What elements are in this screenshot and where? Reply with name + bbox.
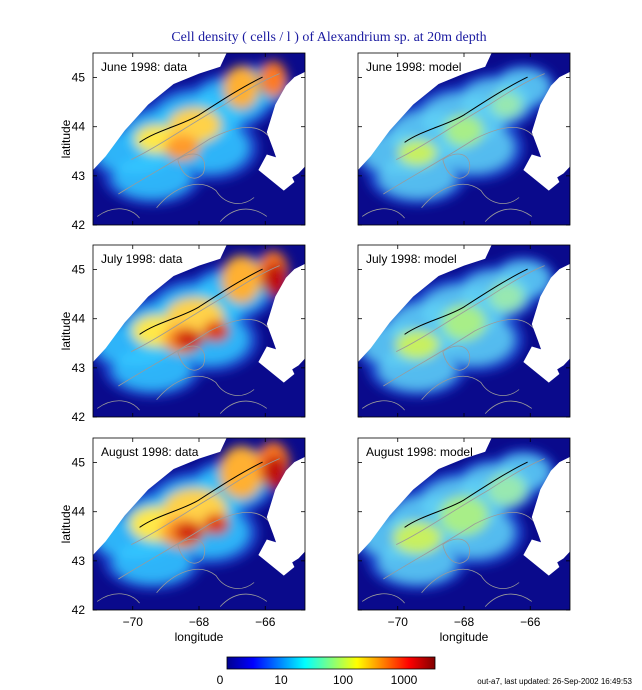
panel-data-2: August 1998: data 42 43 44 45 −70 −68 −66 latitu… xyxy=(59,437,306,644)
land-east xyxy=(226,438,305,564)
y-tick-label: 43 xyxy=(72,361,86,375)
x-tick-label: −66 xyxy=(520,615,541,629)
depth-contours xyxy=(361,265,545,414)
land-west xyxy=(358,53,492,170)
density-field xyxy=(358,63,557,206)
panel-map xyxy=(93,53,305,225)
x-tick-label: −68 xyxy=(189,615,210,629)
density-contour xyxy=(139,76,263,143)
land-west xyxy=(358,245,492,362)
land-island xyxy=(523,346,560,383)
land-island xyxy=(523,539,560,576)
y-tick-label: 45 xyxy=(72,456,86,470)
y-tick-label: 43 xyxy=(72,169,86,183)
land-east xyxy=(491,245,570,371)
colorbar-tick-label: 100 xyxy=(333,673,353,687)
x-tick-label: −70 xyxy=(388,615,409,629)
y-axis-label: latitude xyxy=(59,504,73,543)
density-field xyxy=(93,250,292,398)
density-contour xyxy=(404,76,528,143)
density-field xyxy=(93,60,292,206)
y-tick-label: 44 xyxy=(72,312,86,326)
panel-map xyxy=(93,438,305,610)
density-contour xyxy=(404,461,528,528)
depth-contours xyxy=(96,458,280,607)
y-axis-label: latitude xyxy=(59,119,73,158)
footer-note: out-a7, last updated: 26-Sep-2002 16:49:… xyxy=(477,677,632,686)
colorbar-gradient xyxy=(226,656,436,670)
land-east xyxy=(226,245,305,371)
panel-label: June 1998: model xyxy=(366,60,461,74)
density-contour xyxy=(139,461,263,528)
panel-model-0: June 1998: model xyxy=(357,52,571,226)
x-axis-label: longitude xyxy=(440,630,489,644)
panel-label: August 1998: model xyxy=(366,445,473,459)
panel-model-2: August 1998: model −70 −68 −66 longitude xyxy=(357,437,571,644)
colorbar-tick-label: 1000 xyxy=(391,673,418,687)
panel-model-1: July 1998: model xyxy=(357,244,571,418)
land-island xyxy=(258,539,295,576)
density-field xyxy=(358,448,557,591)
colorbar-tick-label: 10 xyxy=(274,673,288,687)
panel-data-1: July 1998: data 42 43 44 45 latitude xyxy=(59,244,306,424)
density-contour xyxy=(139,268,263,335)
x-tick-label: −68 xyxy=(454,615,475,629)
depth-contours xyxy=(96,265,280,414)
y-tick-label: 45 xyxy=(72,71,86,85)
density-contour xyxy=(404,268,528,335)
land-east xyxy=(491,438,570,564)
land-west xyxy=(93,245,227,362)
colorbar-ticks: 0 10 100 1000 xyxy=(217,673,418,687)
panel-label: July 1998: data xyxy=(101,252,183,266)
land-east xyxy=(491,53,570,179)
land-west xyxy=(93,53,227,170)
colorbar-tick-label: 0 xyxy=(217,673,224,687)
panel-data-0: June 1998: data 42 43 44 45 latitude xyxy=(59,52,306,232)
land-west xyxy=(358,438,492,555)
y-tick-label: 42 xyxy=(72,218,86,232)
panel-map xyxy=(358,438,570,610)
y-tick-label: 42 xyxy=(72,603,86,617)
y-tick-label: 45 xyxy=(72,263,86,277)
chart-title: Cell density ( cells / l ) of Alexandriu… xyxy=(171,30,486,45)
land-west xyxy=(93,438,227,555)
y-tick-label: 44 xyxy=(72,120,86,134)
x-tick-label: −70 xyxy=(123,615,144,629)
depth-contours xyxy=(361,458,545,607)
y-tick-label: 42 xyxy=(72,410,86,424)
x-axis-label: longitude xyxy=(175,630,224,644)
land-island xyxy=(258,346,295,383)
y-tick-label: 44 xyxy=(72,505,86,519)
y-axis-label: latitude xyxy=(59,311,73,350)
panel-map xyxy=(358,53,570,225)
panel-map xyxy=(93,245,305,417)
land-east xyxy=(226,53,305,179)
y-tick-label: 43 xyxy=(72,554,86,568)
land-island xyxy=(523,154,560,191)
density-field xyxy=(93,441,292,591)
depth-contours xyxy=(96,73,280,222)
panel-map xyxy=(358,245,570,417)
panel-label: June 1998: data xyxy=(101,60,187,74)
x-tick-label: −66 xyxy=(255,615,276,629)
panel-label: July 1998: model xyxy=(366,252,457,266)
land-island xyxy=(258,154,295,191)
colorbar: 0 10 100 1000 xyxy=(217,656,436,687)
depth-contours xyxy=(361,73,545,222)
panel-label: August 1998: data xyxy=(101,445,199,459)
